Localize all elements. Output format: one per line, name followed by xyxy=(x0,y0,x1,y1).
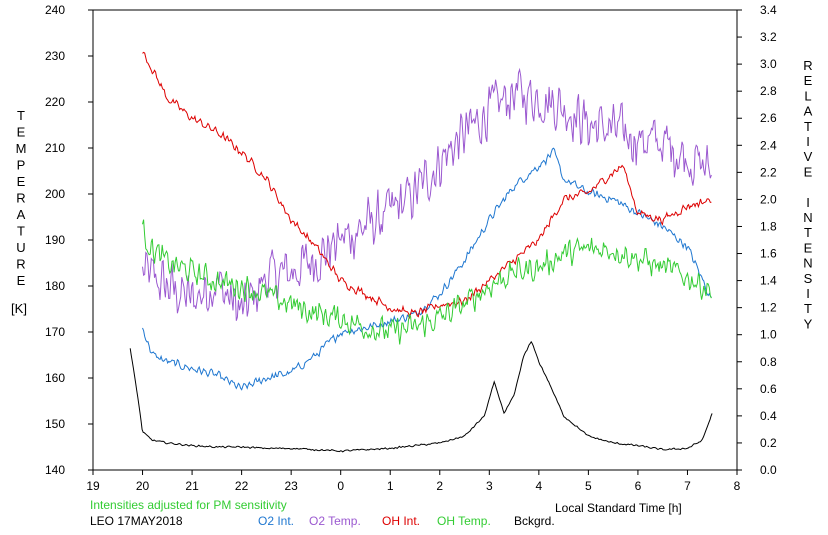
right-tick-label: 0.4 xyxy=(760,409,777,423)
left-tick-label: 160 xyxy=(45,371,65,385)
right-tick-label: 0.6 xyxy=(760,382,777,396)
right-axis-letter: N xyxy=(803,256,812,271)
right-axis-letter: T xyxy=(804,119,812,134)
series-line-bckgrd xyxy=(129,340,713,453)
right-tick-label: 2.6 xyxy=(760,111,777,125)
right-tick-label: 0.8 xyxy=(760,355,777,369)
right-axis-letter: I xyxy=(806,195,810,210)
right-axis-letter: N xyxy=(803,210,812,225)
note-text: Intensities adjusted for PM sensitivity xyxy=(90,498,287,512)
left-tick-label: 170 xyxy=(45,325,65,339)
left-tick-label: 230 xyxy=(45,49,65,63)
right-axis-letter: A xyxy=(804,104,813,119)
series-line-ohtemp xyxy=(142,219,712,345)
left-axis-letter: T xyxy=(17,108,25,123)
right-axis-letter: I xyxy=(806,286,810,301)
right-tick-label: 2.0 xyxy=(760,192,777,206)
right-tick-label: 1.6 xyxy=(760,247,777,261)
left-axis-letter: R xyxy=(16,191,25,206)
legend-entry: OH Int. xyxy=(382,514,421,528)
right-axis-letter: I xyxy=(806,134,810,149)
series-line-ohint xyxy=(142,51,712,320)
left-axis-letter: P xyxy=(17,158,26,173)
left-axis-letter: U xyxy=(16,240,25,255)
x-tick-label: 6 xyxy=(635,479,642,493)
x-tick-label: 5 xyxy=(585,479,592,493)
right-axis-letter: L xyxy=(804,88,811,103)
left-tick-label: 240 xyxy=(45,3,65,17)
series-layer xyxy=(129,51,713,453)
legend-entry: O2 Int. xyxy=(258,514,295,528)
left-tick-label: 190 xyxy=(45,233,65,247)
right-axis-letter: R xyxy=(803,58,812,73)
x-tick-label: 20 xyxy=(136,479,150,493)
right-tick-label: 3.0 xyxy=(760,57,777,71)
right-tick-label: 1.0 xyxy=(760,328,777,342)
x-axis: 19 20 21 22 23 0 1 2 3 4 5 6 7 8 xyxy=(86,470,741,493)
right-tick-label: 1.4 xyxy=(760,274,777,288)
right-axis-letter: T xyxy=(804,225,812,240)
x-tick-label: 2 xyxy=(436,479,443,493)
right-axis-letter: Y xyxy=(804,316,813,331)
right-tick-label: 1.2 xyxy=(760,301,777,315)
left-axis-letter: T xyxy=(17,224,25,239)
plot-frame xyxy=(92,9,738,471)
right-tick-label: 2.4 xyxy=(760,138,777,152)
right-axis-letter: V xyxy=(804,149,813,164)
right-axis-letter: T xyxy=(804,301,812,316)
right-axis-letter: E xyxy=(804,73,813,88)
left-tick-label: 150 xyxy=(45,417,65,431)
x-tick-label: 21 xyxy=(185,479,199,493)
right-tick-label: 2.8 xyxy=(760,84,777,98)
x-tick-label: 4 xyxy=(536,479,543,493)
right-axis-letter: S xyxy=(804,271,813,286)
x-tick-label: 1 xyxy=(387,479,394,493)
left-tick-label: 200 xyxy=(45,187,65,201)
right-axis-letter: E xyxy=(804,240,813,255)
right-tick-label: 1.8 xyxy=(760,219,777,233)
right-tick-label: 3.2 xyxy=(760,30,777,44)
legend-entry: O2 Temp. xyxy=(309,514,361,528)
right-tick-label: 2.2 xyxy=(760,165,777,179)
x-tick-label: 8 xyxy=(734,479,741,493)
left-axis-letter: A xyxy=(17,207,26,222)
x-tick-label: 22 xyxy=(235,479,249,493)
x-axis-label: Local Standard Time [h] xyxy=(555,501,682,515)
left-axis-unit: [K] xyxy=(11,301,27,316)
left-tick-label: 180 xyxy=(45,279,65,293)
x-tick-label: 23 xyxy=(284,479,298,493)
left-axis-letter: E xyxy=(17,273,26,288)
series-line-o2temp xyxy=(142,67,712,321)
right-tick-label: 0.0 xyxy=(760,463,777,477)
left-tick-label: 220 xyxy=(45,95,65,109)
right-tick-label: 0.2 xyxy=(760,436,777,450)
left-axis-letter: M xyxy=(16,141,27,156)
x-tick-label: 3 xyxy=(486,479,493,493)
right-tick-label: 3.4 xyxy=(760,3,777,17)
legend-entry: Bckgrd. xyxy=(514,514,555,528)
x-tick-label: 0 xyxy=(337,479,344,493)
x-tick-label: 7 xyxy=(684,479,691,493)
left-axis-letter: E xyxy=(17,174,26,189)
legend-entry: OH Temp. xyxy=(437,514,491,528)
left-axis-letter: E xyxy=(17,125,26,140)
left-tick-label: 140 xyxy=(45,463,65,477)
x-tick-label: 19 xyxy=(86,479,100,493)
left-tick-label: 210 xyxy=(45,141,65,155)
left-axis-letter: R xyxy=(16,257,25,272)
footer-label: LEO 17MAY2018 xyxy=(90,514,183,528)
right-axis-letter: E xyxy=(804,164,813,179)
right-axis: 0.0 0.2 0.4 0.6 0.8 1.0 1.2 1.4 1.6 1.8 2.0 2.2 2.4 2… xyxy=(737,3,777,477)
left-axis: 140 150 160 170 180 190 200 210 220 230 240 xyxy=(45,3,93,477)
